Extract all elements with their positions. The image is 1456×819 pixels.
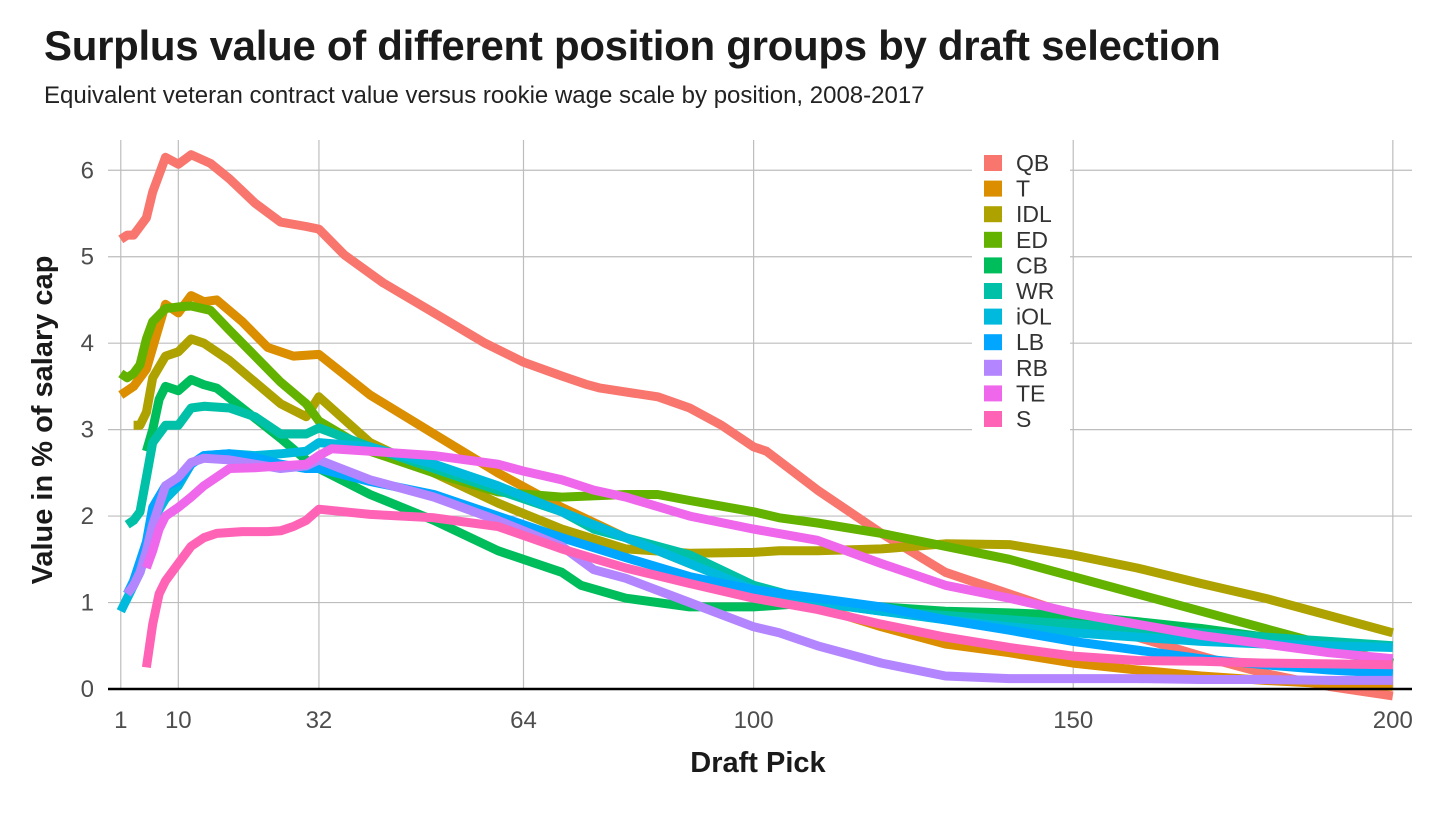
x-tick-label: 200 (1373, 707, 1413, 734)
y-tick-label: 6 (81, 157, 94, 184)
y-tick-label: 4 (81, 330, 94, 357)
legend-swatch-ed (984, 231, 1002, 248)
legend-swatch-s (984, 411, 1002, 427)
legend-swatch-te (984, 385, 1002, 402)
legend-label-t: T (1016, 176, 1030, 202)
legend-label-lb: LB (1016, 329, 1044, 355)
series-line-iol (116, 438, 1393, 652)
x-tick-label: 150 (1053, 707, 1093, 734)
legend-label-te: TE (1016, 380, 1045, 406)
y-tick-label: 0 (81, 676, 94, 703)
x-tick-label: 1 (114, 707, 127, 734)
x-tick-labels: 1 10 32 64 100 150 200 (114, 707, 1413, 734)
legend-label-iol: iOL (1016, 304, 1052, 330)
series-line-cb (142, 375, 1394, 668)
legend-swatch-iol (984, 308, 1002, 325)
legend-swatch-idl (984, 206, 1002, 223)
legend-swatch-qb (984, 155, 1002, 171)
legend-label-ed: ED (1016, 227, 1048, 253)
series-line-rb (123, 453, 1393, 685)
y-axis-title: Value in % of salary cap (27, 256, 59, 585)
x-tick-label: 32 (306, 707, 333, 734)
y-tick-label: 3 (81, 417, 94, 444)
series-line-idl (133, 334, 1394, 638)
legend-label-s: S (1016, 406, 1031, 432)
legend-label-idl: IDL (1016, 201, 1052, 227)
chart-subtitle: Equivalent veteran contract value versus… (44, 82, 925, 109)
y-tick-labels: 0 1 2 3 4 5 6 (81, 157, 94, 703)
grid-lines (108, 140, 1412, 689)
legend-swatch-t (984, 180, 1002, 197)
series-line-te (142, 444, 1394, 664)
legend-swatch-wr (984, 283, 1002, 299)
series-lines (116, 150, 1394, 701)
y-tick-label: 1 (81, 590, 94, 617)
series-line-qb (118, 150, 1394, 701)
x-axis-title: Draft Pick (690, 747, 826, 779)
legend-label-rb: RB (1016, 355, 1048, 381)
legend-label-cb: CB (1016, 252, 1048, 278)
legend-swatch-lb (984, 334, 1002, 351)
legend-swatch-rb (984, 359, 1002, 376)
y-tick-label: 5 (81, 244, 94, 271)
x-tick-label: 100 (734, 707, 774, 734)
x-tick-label: 10 (165, 707, 192, 734)
legend-swatch-cb (984, 257, 1002, 274)
chart-title: Surplus value of different position grou… (44, 22, 1221, 69)
legend-label-qb: QB (1016, 150, 1049, 176)
x-tick-label: 64 (510, 707, 537, 734)
y-tick-label: 2 (81, 503, 94, 530)
series-line-s (141, 504, 1393, 670)
legend-label-wr: WR (1016, 278, 1054, 304)
